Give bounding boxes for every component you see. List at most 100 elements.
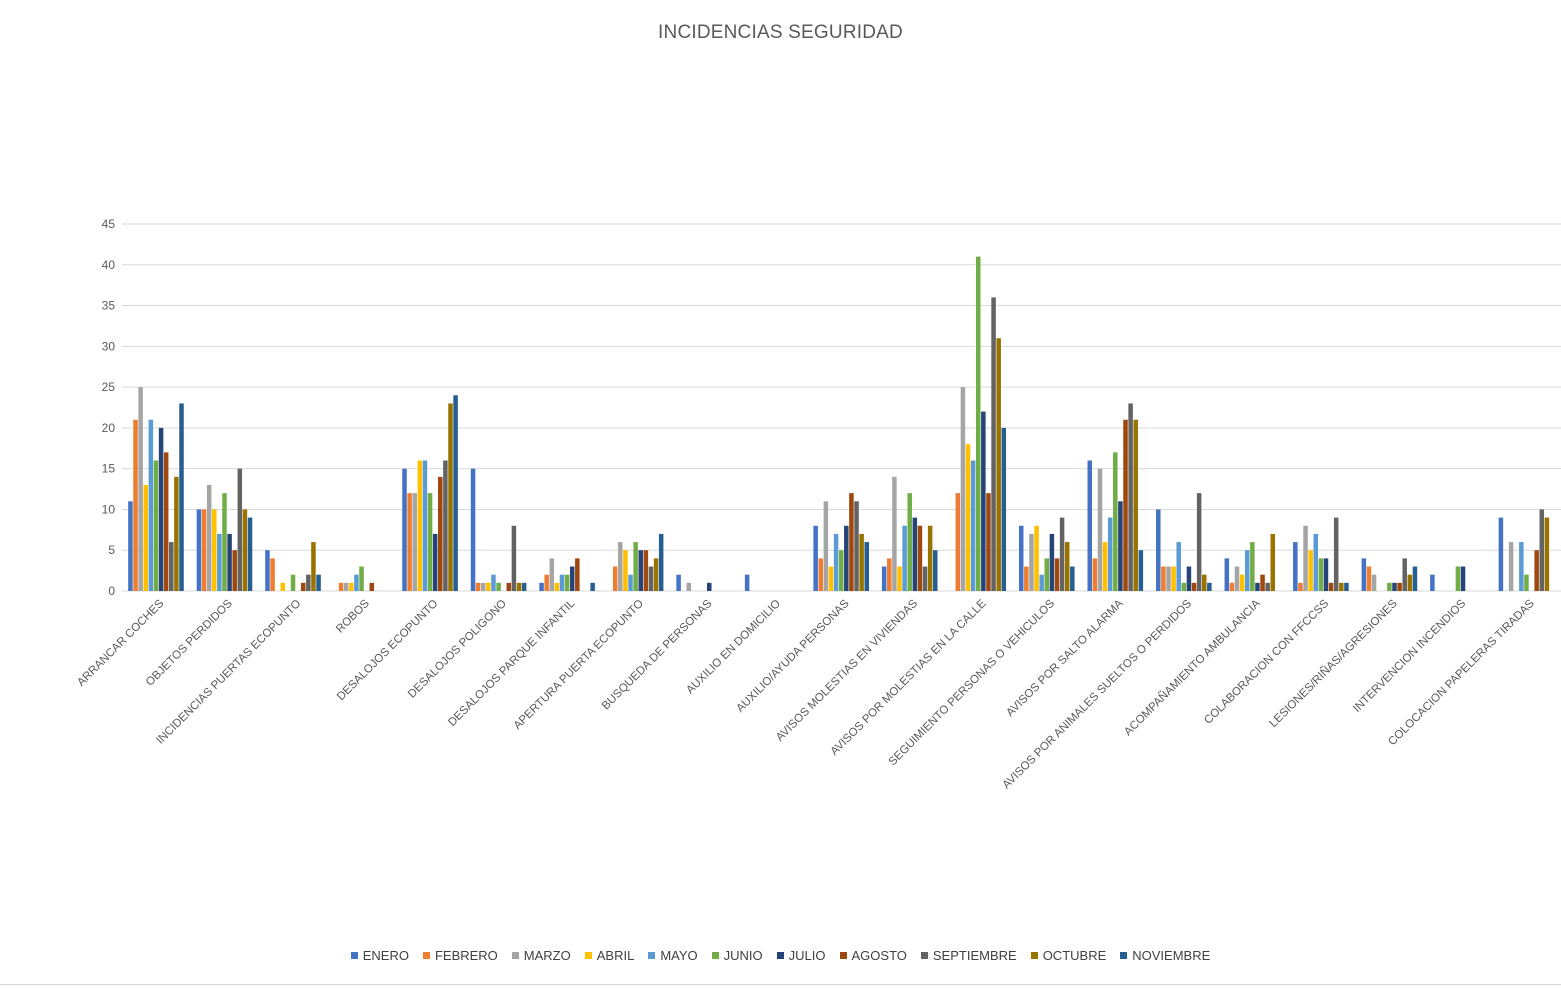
bar: [638, 550, 643, 591]
bar: [1313, 533, 1319, 591]
bar: [849, 493, 854, 591]
legend-label: NOVIEMBRE: [1132, 948, 1211, 963]
bar: [402, 468, 407, 591]
x-category-label: INTERVENCION INCENDIOS: [1351, 597, 1468, 714]
bar: [986, 493, 991, 591]
bar: [1392, 582, 1397, 591]
bar: [955, 493, 961, 591]
bar: [1234, 566, 1240, 591]
y-tick-label: 40: [102, 258, 116, 272]
bar: [237, 468, 243, 591]
legend-item: FEBRERO: [422, 948, 498, 963]
bar: [521, 582, 527, 591]
bar: [1039, 574, 1044, 591]
bar: [623, 550, 628, 591]
bar: [887, 558, 892, 591]
legend-item: MAYO: [648, 948, 698, 963]
x-category-label: ACOMPAÑAMIENTO AMBULANCIA: [1121, 597, 1263, 739]
legend-label: SEPTIEMBRE: [932, 948, 1017, 963]
bar: [290, 574, 296, 591]
legend-label: MARZO: [523, 948, 571, 963]
bar: [496, 582, 501, 591]
bar: [1196, 493, 1202, 591]
legend-label: AGOSTO: [851, 948, 907, 963]
x-category-label: AVISOS POR MOLESTIAS EN LA CALLE: [828, 597, 988, 757]
legend-swatch: [648, 952, 656, 959]
bar: [590, 582, 595, 591]
bar: [539, 582, 544, 591]
bar: [1049, 533, 1055, 591]
bar: [369, 582, 375, 591]
bar: [1407, 574, 1413, 591]
bar: [927, 525, 933, 591]
bar: [933, 550, 938, 591]
bar: [179, 403, 184, 591]
bar: [633, 542, 638, 591]
bar: [1001, 427, 1007, 591]
bar: [564, 574, 570, 591]
bar: [1156, 509, 1161, 591]
bar: [1207, 582, 1212, 591]
bar: [991, 297, 996, 591]
bar: [744, 574, 750, 591]
bar: [1387, 582, 1392, 591]
bar: [1191, 582, 1197, 591]
bar: [338, 582, 344, 591]
bar: [1018, 525, 1024, 591]
bar: [648, 566, 654, 591]
bar: [1539, 509, 1545, 591]
bar: [227, 533, 232, 591]
bar: [417, 460, 423, 591]
bar: [148, 419, 154, 591]
bar: [422, 460, 428, 591]
bar: [1402, 558, 1407, 591]
bar: [133, 419, 138, 591]
bars: [128, 256, 1550, 591]
bar: [922, 566, 928, 591]
legend-swatch: [350, 952, 358, 959]
bar: [128, 501, 133, 591]
bar: [1138, 550, 1144, 591]
bar: [1270, 533, 1276, 591]
bar: [912, 517, 918, 591]
legend-swatch: [711, 952, 719, 959]
bar: [892, 476, 897, 591]
y-tick-label: 20: [102, 421, 116, 435]
bottom-divider: [0, 984, 1561, 985]
x-category-label: APERTURA PUERTA ECOPUNTO: [512, 598, 646, 732]
bar: [618, 542, 623, 591]
bar: [412, 493, 417, 591]
bar: [1097, 468, 1103, 591]
legend-item: ABRIL: [584, 948, 634, 963]
bar: [265, 550, 270, 591]
bar: [902, 525, 907, 591]
legend-item: OCTUBRE: [1030, 948, 1106, 963]
x-category-label: AUXILIO/AYUDA PERSONAS: [734, 597, 851, 714]
bar: [686, 582, 692, 591]
bar: [1107, 517, 1113, 591]
bar: [1366, 566, 1372, 591]
bar: [1328, 582, 1334, 591]
bar: [1303, 525, 1308, 591]
bar: [1250, 542, 1255, 591]
legend-item: MARZO: [511, 948, 571, 963]
bar: [554, 582, 560, 591]
bar: [163, 452, 169, 591]
bar: [511, 525, 517, 591]
y-tick-label: 25: [102, 380, 116, 394]
bar: [559, 574, 565, 591]
legend-label: ENERO: [362, 948, 409, 963]
bar: [453, 395, 458, 591]
legend-swatch: [511, 952, 519, 959]
bar: [1186, 566, 1192, 591]
bar: [1412, 566, 1418, 591]
bar: [448, 403, 453, 591]
bar: [658, 533, 664, 591]
bar: [407, 493, 412, 591]
bar: [1544, 517, 1550, 591]
y-tick-label: 15: [102, 462, 116, 476]
bar: [280, 582, 286, 591]
bar: [544, 574, 549, 591]
bar: [854, 501, 859, 591]
x-category-label: COLABORACION CON FFCCSS: [1202, 597, 1331, 726]
